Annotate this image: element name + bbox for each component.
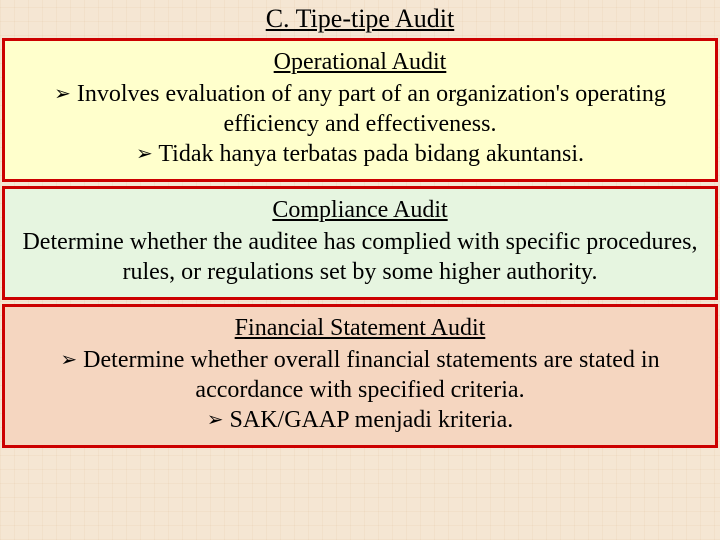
financial-audit-box: Financial Statement Audit ➢ Determine wh…	[2, 304, 718, 448]
empty-area	[0, 452, 720, 540]
operational-line-2: ➢ Tidak hanya terbatas pada bidang akunt…	[17, 139, 703, 169]
bullet-icon: ➢	[136, 143, 153, 165]
operational-text-1: Involves evaluation of any part of an or…	[77, 81, 666, 137]
operational-heading: Operational Audit	[17, 47, 703, 77]
compliance-body: Determine whether the auditee has compli…	[17, 227, 703, 287]
financial-heading: Financial Statement Audit	[17, 313, 703, 343]
bullet-icon: ➢	[60, 349, 77, 371]
compliance-audit-box: Compliance Audit Determine whether the a…	[2, 186, 718, 300]
page-title: C. Tipe-tipe Audit	[0, 0, 720, 38]
financial-text-2: SAK/GAAP menjadi kriteria.	[230, 407, 514, 433]
bullet-icon: ➢	[207, 409, 224, 431]
financial-line-1: ➢ Determine whether overall financial st…	[17, 345, 703, 405]
bullet-icon: ➢	[54, 83, 71, 105]
operational-audit-box: Operational Audit ➢ Involves evaluation …	[2, 38, 718, 182]
operational-text-2: Tidak hanya terbatas pada bidang akuntan…	[158, 141, 584, 167]
financial-line-2: ➢ SAK/GAAP menjadi kriteria.	[17, 405, 703, 435]
financial-text-1: Determine whether overall financial stat…	[83, 347, 659, 403]
compliance-heading: Compliance Audit	[17, 195, 703, 225]
operational-line-1: ➢ Involves evaluation of any part of an …	[17, 79, 703, 139]
